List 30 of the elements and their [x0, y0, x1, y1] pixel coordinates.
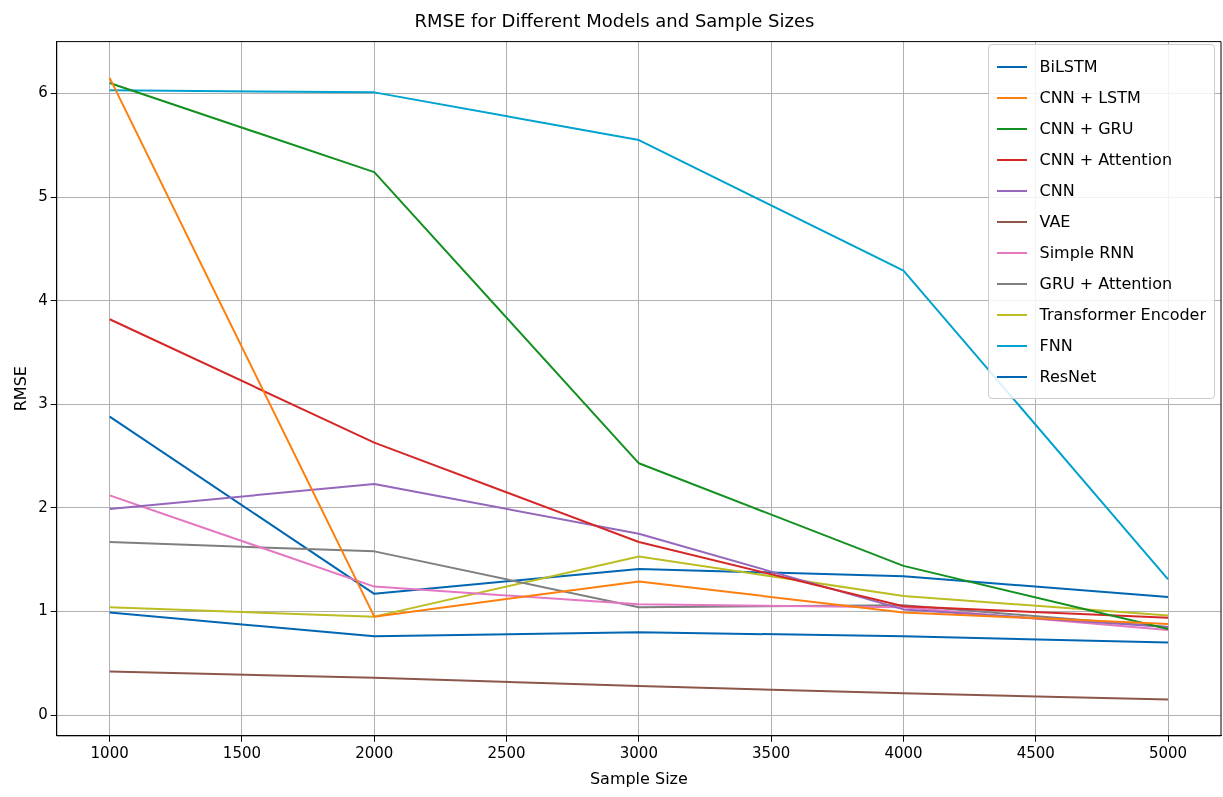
y-tick-label: 2	[38, 497, 48, 516]
legend-label: CNN	[1039, 181, 1075, 200]
x-tick-label: 3500	[752, 743, 791, 762]
chart-title: RMSE for Different Models and Sample Sizes	[414, 10, 815, 32]
legend-label: Transformer Encoder	[1039, 305, 1206, 324]
x-tick-label: 2000	[355, 743, 394, 762]
y-tick-label: 0	[38, 704, 48, 723]
legend-label: CNN + Attention	[1039, 150, 1173, 169]
y-tick-label: 5	[38, 186, 48, 205]
y-tick-label: 6	[38, 83, 48, 102]
y-tick-label: 3	[38, 394, 48, 413]
legend-label: Simple RNN	[1039, 243, 1135, 262]
legend-label: GRU + Attention	[1039, 274, 1173, 293]
x-tick-label: 1000	[90, 743, 129, 762]
legend-label: VAE	[1039, 212, 1071, 231]
x-tick-label: 5000	[1148, 743, 1188, 762]
legend-label: FNN	[1039, 336, 1073, 355]
legend-label: ResNet	[1039, 367, 1097, 386]
y-tick-label: 1	[38, 601, 48, 620]
x-tick-label: 2500	[487, 743, 526, 762]
x-tick-label: 1500	[222, 743, 262, 762]
x-tick-label: 4500	[1016, 743, 1055, 762]
y-tick-label: 4	[38, 290, 48, 309]
legend-label: CNN + LSTM	[1039, 88, 1141, 107]
x-axis-title: Sample Size	[589, 768, 688, 788]
legend-label: CNN + GRU	[1039, 119, 1134, 138]
x-tick-label: 4000	[884, 743, 923, 762]
x-tick-label: 3000	[619, 743, 658, 762]
y-axis-title: RMSE	[10, 366, 30, 412]
legend-label: BiLSTM	[1039, 57, 1098, 76]
